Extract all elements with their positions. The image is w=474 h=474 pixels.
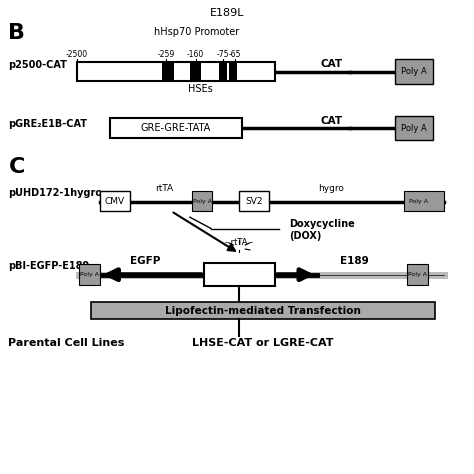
Text: Doxycycline
(DOX): Doxycycline (DOX) <box>289 219 355 241</box>
Text: Poly A: Poly A <box>192 199 211 204</box>
Text: p2500-CAT: p2500-CAT <box>9 60 67 70</box>
Text: Poly A: Poly A <box>401 67 427 76</box>
Bar <box>162 62 174 82</box>
Text: E189: E189 <box>340 256 369 266</box>
Text: hHsp70 Promoter: hHsp70 Promoter <box>155 27 239 37</box>
Bar <box>239 191 269 211</box>
Text: CAT: CAT <box>320 116 342 126</box>
Text: rtTA: rtTA <box>155 184 173 193</box>
Text: GRE-GRE-TATA: GRE-GRE-TATA <box>141 123 211 133</box>
Text: - rtTA -: - rtTA - <box>225 238 254 247</box>
Text: pGRE₂E1B-CAT: pGRE₂E1B-CAT <box>9 119 88 129</box>
Bar <box>100 191 129 211</box>
Text: HSEs: HSEs <box>188 84 213 94</box>
Bar <box>219 62 227 82</box>
Text: pBI-EGFP-E189: pBI-EGFP-E189 <box>9 261 90 271</box>
Text: CMV: CMV <box>105 197 125 206</box>
Bar <box>79 264 100 285</box>
Bar <box>110 118 242 138</box>
Text: EGFP: EGFP <box>130 256 160 266</box>
Text: C: C <box>9 157 25 177</box>
Text: Poly A: Poly A <box>408 272 427 277</box>
Text: -259: -259 <box>157 50 174 59</box>
Text: pUHD172-1hygro: pUHD172-1hygro <box>9 188 102 198</box>
Text: -75: -75 <box>217 50 229 59</box>
Text: TRE: TRE <box>228 270 251 280</box>
Text: -65: -65 <box>229 50 241 59</box>
Bar <box>395 59 433 84</box>
Bar <box>229 62 237 82</box>
Text: -160: -160 <box>187 50 204 59</box>
Text: Poly A: Poly A <box>409 199 428 204</box>
Text: SV2: SV2 <box>245 197 263 206</box>
Text: Lipofectin-mediated Transfection: Lipofectin-mediated Transfection <box>165 306 361 316</box>
Text: B: B <box>9 23 26 43</box>
Bar <box>204 263 275 286</box>
Bar <box>190 62 201 82</box>
Bar <box>91 301 435 319</box>
Text: E189L: E189L <box>210 9 245 18</box>
Text: Parental Cell Lines: Parental Cell Lines <box>9 338 125 348</box>
Text: LHSE-CAT or LGRE-CAT: LHSE-CAT or LGRE-CAT <box>192 338 334 348</box>
Text: -2500: -2500 <box>66 50 88 59</box>
Text: hygro: hygro <box>319 184 344 193</box>
Bar <box>404 191 444 211</box>
Bar <box>192 191 212 211</box>
Text: Poly A: Poly A <box>401 124 427 133</box>
Text: CAT: CAT <box>320 59 342 69</box>
Bar <box>395 116 433 140</box>
Text: Poly A: Poly A <box>80 272 99 277</box>
Bar <box>407 264 428 285</box>
Bar <box>77 62 275 82</box>
